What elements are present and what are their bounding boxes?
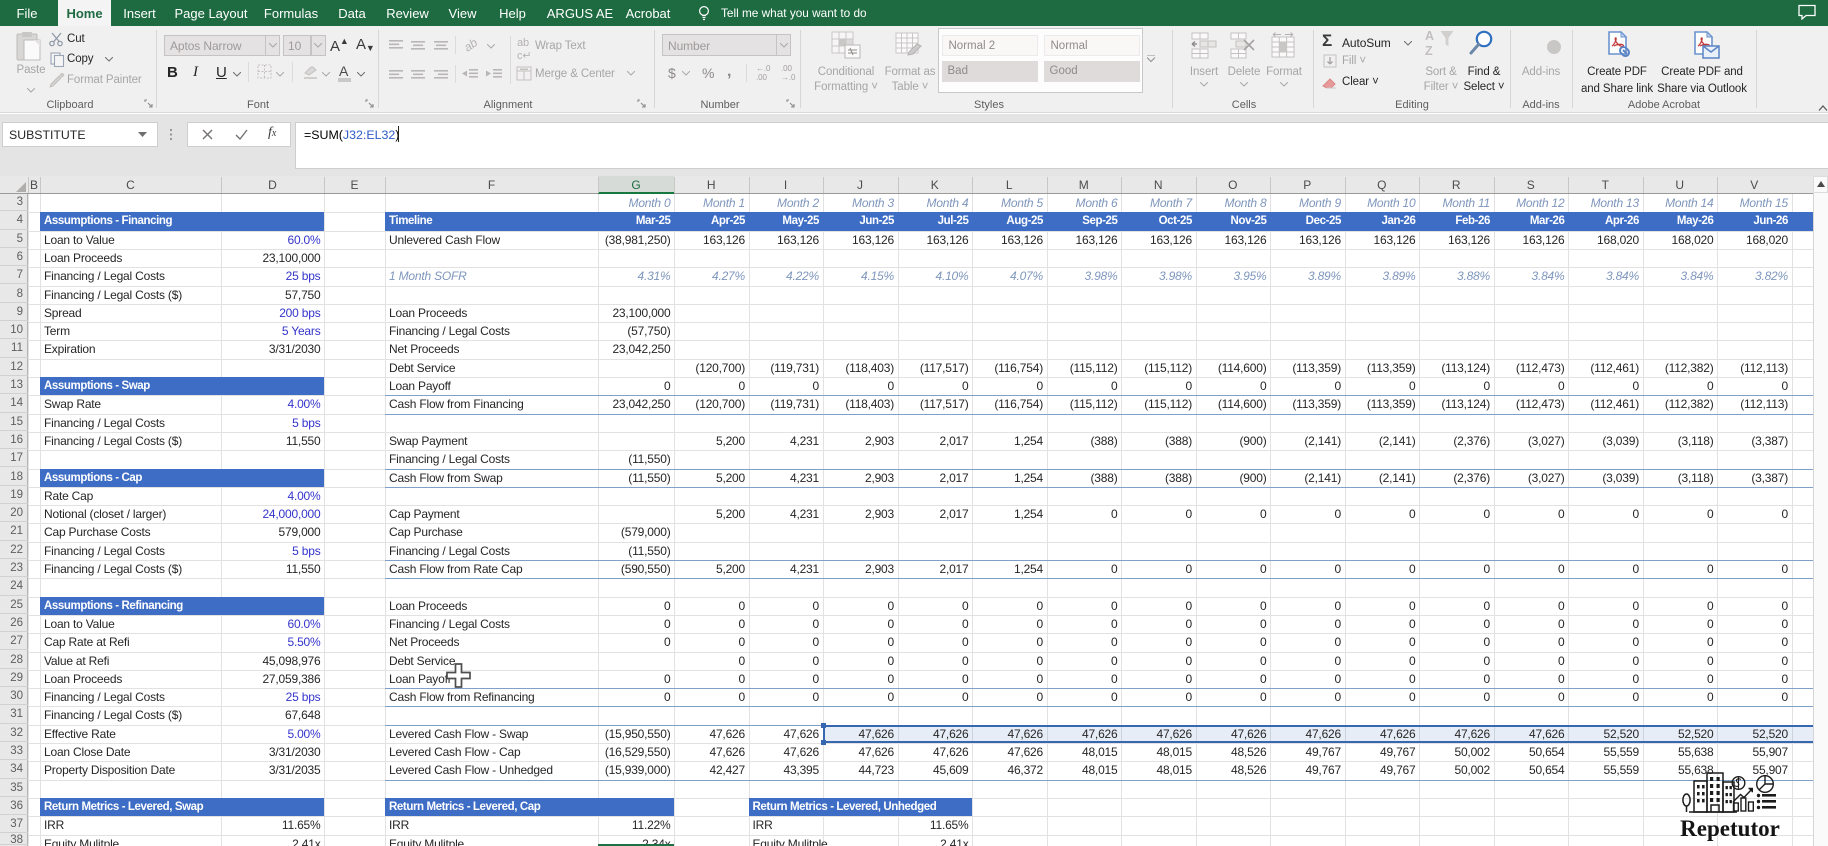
svg-text:Repetutor: Repetutor <box>1680 816 1780 841</box>
svg-text:A: A <box>1425 29 1434 43</box>
svg-text:Z: Z <box>1425 44 1433 57</box>
